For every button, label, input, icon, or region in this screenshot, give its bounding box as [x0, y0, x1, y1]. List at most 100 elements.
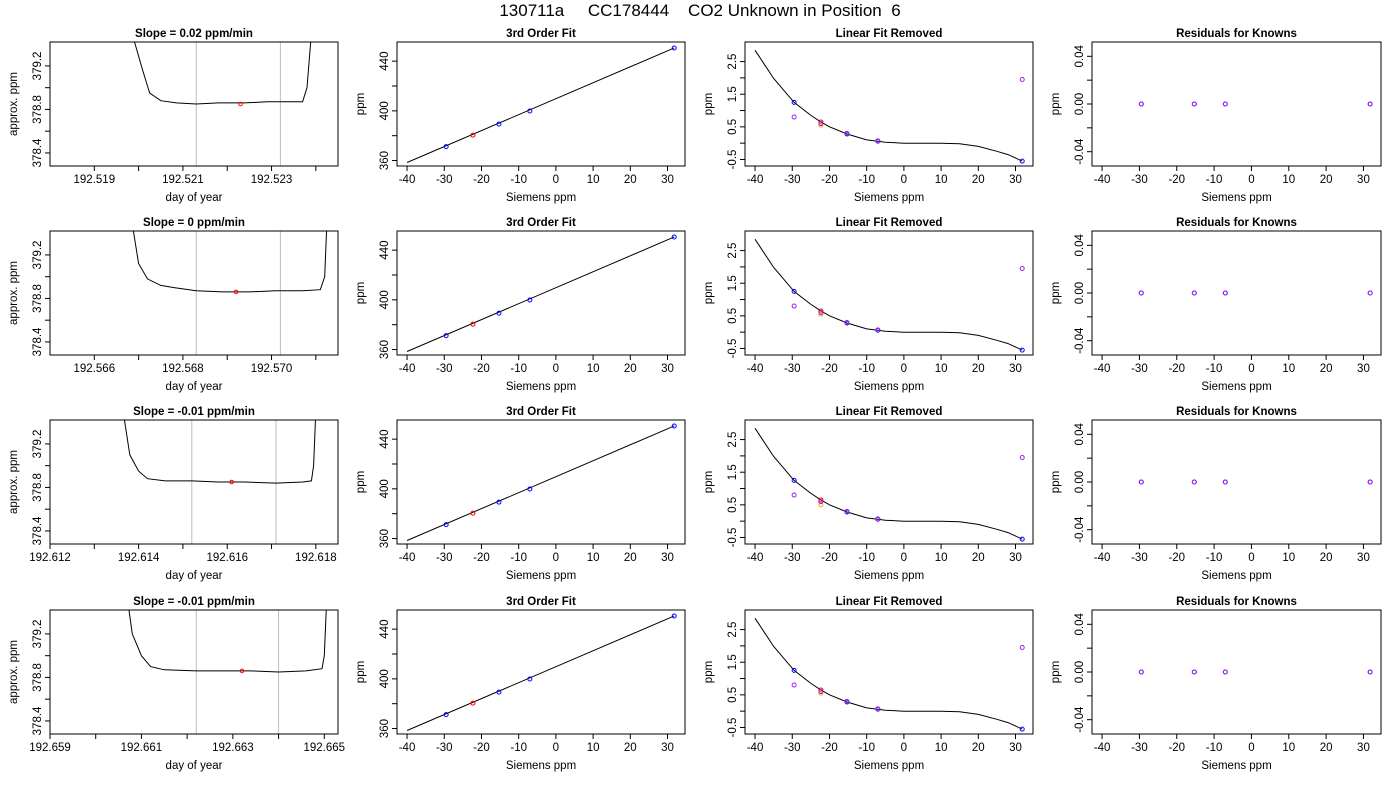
y-tick-label: 378.4 [32, 516, 44, 545]
plot-title: 3rd Order Fit [506, 406, 576, 418]
x-tick-label: 192.612 [29, 552, 71, 564]
y-tick-label: -0.04 [1074, 327, 1086, 354]
data-point-red [818, 308, 824, 314]
y-axis-label: ppm [703, 471, 715, 493]
x-tick-label: -40 [399, 742, 416, 754]
y-tick-label: 360 [379, 719, 391, 738]
x-tick-label: 192.661 [121, 742, 163, 754]
plot-title: Residuals for Knowns [1176, 217, 1297, 229]
x-tick-label: 0 [901, 174, 907, 186]
page-title: 130711a CC178444 CO2 Unknown in Position… [499, 1, 901, 20]
x-tick-label: 20 [1320, 174, 1333, 186]
plot-title: 3rd Order Fit [506, 28, 576, 40]
data-point-blue [1019, 347, 1025, 353]
panel-1-2: Slope = 0 ppm/min 192.566 192.568 192.570 37… [8, 217, 339, 393]
data-point-orange [818, 311, 824, 317]
fit-curve [754, 427, 1023, 540]
y-axis-label: ppm [1050, 471, 1062, 493]
x-tick-label: 20 [972, 363, 985, 375]
data-point-purple [1138, 669, 1144, 675]
data-point-purple [1019, 77, 1025, 83]
x-tick-label: 0 [1248, 742, 1254, 754]
data-point-blue [671, 613, 677, 619]
data-point-blue [1019, 726, 1025, 732]
y-axis-label: ppm [1050, 93, 1062, 115]
x-tick-label: 192.663 [212, 742, 254, 754]
x-tick-label: 30 [1009, 363, 1022, 375]
x-tick-label: 192.570 [251, 363, 293, 375]
plot-title: 3rd Order Fit [506, 596, 576, 608]
data-point-purple [1138, 290, 1144, 296]
panel-2-3: 3rd Order Fit -40 -30 -20 -10 0 10 20 30 360 400 44… [355, 406, 686, 582]
y-tick-label: 0.5 [727, 497, 739, 513]
data-point-purple [1222, 290, 1228, 296]
y-tick-label: 440 [379, 241, 391, 260]
x-tick-label: -10 [858, 742, 875, 754]
data-point-purple [791, 114, 797, 120]
plot-title: Linear Fit Removed [836, 596, 943, 608]
data-point-blue [443, 144, 449, 150]
y-tick-label: 0.5 [727, 119, 739, 135]
x-axis-label: Siemens ppm [854, 381, 924, 393]
panel-3-3: Linear Fit Removed -40 -30 -20 -10 0 10 20 30 -0.… [703, 406, 1034, 582]
plot-title: Slope = -0.01 ppm/min [133, 406, 255, 418]
plot-frame [396, 41, 686, 167]
y-tick-label: 378.8 [32, 473, 44, 502]
y-tick-label: 0.04 [1074, 45, 1086, 68]
data-point-purple [1191, 479, 1197, 485]
x-axis-label: Siemens ppm [1201, 760, 1271, 772]
y-axis-label: ppm [355, 471, 367, 493]
data-point-red [470, 132, 476, 138]
x-tick-label: -20 [821, 363, 838, 375]
x-axis-label: Siemens ppm [854, 760, 924, 772]
x-tick-label: -10 [1206, 742, 1223, 754]
plot-frame [1091, 609, 1382, 735]
y-tick-label: 400 [379, 669, 391, 688]
x-axis-label: Siemens ppm [1201, 570, 1271, 582]
x-axis-label: day of year [166, 192, 223, 204]
data-point-purple [875, 516, 881, 522]
data-point-purple [818, 310, 824, 316]
x-tick-label: -40 [747, 742, 764, 754]
plot-frame [396, 230, 686, 356]
data-point-blue [671, 45, 677, 51]
x-tick-label: 20 [624, 742, 637, 754]
average-marker [238, 101, 243, 107]
y-tick-label: 400 [379, 101, 391, 120]
y-tick-label: 2.5 [727, 622, 739, 638]
data-point-purple [875, 138, 881, 144]
x-tick-label: -20 [821, 552, 838, 564]
y-tick-label: 0.04 [1074, 423, 1086, 446]
x-tick-label: 0 [1248, 363, 1254, 375]
x-tick-label: 10 [587, 174, 600, 186]
x-axis-label: day of year [166, 381, 223, 393]
plot-frame [49, 419, 339, 545]
x-tick-label: 192.519 [74, 174, 116, 186]
x-tick-label: 192.616 [206, 552, 248, 564]
data-point-red [470, 510, 476, 516]
x-tick-label: 192.618 [295, 552, 337, 564]
x-tick-label: 192.665 [303, 742, 345, 754]
x-tick-label: -10 [858, 174, 875, 186]
data-line [128, 610, 327, 673]
plot-frame [1091, 230, 1382, 356]
plot-frame [396, 419, 686, 545]
data-line [133, 42, 312, 105]
fit-curve [754, 617, 1023, 730]
x-tick-label: -40 [747, 363, 764, 375]
data-point-orange [818, 690, 824, 696]
y-tick-label: 0.00 [1074, 661, 1086, 683]
x-tick-label: 192.523 [251, 174, 293, 186]
x-tick-label: -40 [747, 174, 764, 186]
x-tick-label: 0 [901, 742, 907, 754]
x-tick-label: -20 [473, 363, 490, 375]
x-tick-label: 10 [1282, 174, 1295, 186]
data-line [132, 231, 328, 293]
y-axis-label: ppm [355, 282, 367, 304]
y-tick-label: -0.04 [1074, 138, 1086, 165]
x-tick-label: -40 [1094, 363, 1111, 375]
plot-frame [1091, 41, 1382, 167]
data-point-purple [844, 508, 850, 514]
plot-frame [744, 419, 1034, 545]
data-point-purple [1222, 479, 1228, 485]
